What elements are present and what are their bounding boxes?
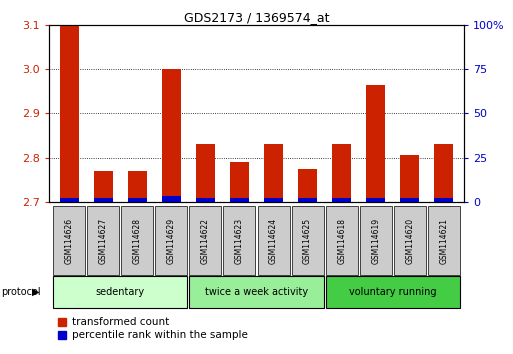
Text: sedentary: sedentary [96, 287, 145, 297]
Bar [94, 198, 112, 202]
Text: ▶: ▶ [32, 287, 40, 297]
Bar [230, 198, 249, 202]
Bar [401, 198, 419, 202]
Text: GSM114627: GSM114627 [98, 218, 108, 264]
Bar [128, 171, 147, 202]
Text: GSM114623: GSM114623 [235, 218, 244, 264]
Bar [196, 144, 215, 202]
Text: GSM114621: GSM114621 [439, 218, 448, 264]
Bar [298, 169, 317, 202]
Bar [162, 196, 181, 202]
Text: GSM114629: GSM114629 [167, 218, 176, 264]
FancyBboxPatch shape [189, 206, 222, 275]
Bar [435, 144, 453, 202]
Bar [366, 85, 385, 202]
FancyBboxPatch shape [291, 206, 324, 275]
FancyBboxPatch shape [326, 276, 460, 308]
FancyBboxPatch shape [224, 206, 255, 275]
FancyBboxPatch shape [53, 206, 85, 275]
Bar [366, 198, 385, 202]
Bar [162, 69, 181, 202]
Bar [128, 198, 147, 202]
Bar [230, 162, 249, 202]
FancyBboxPatch shape [326, 206, 358, 275]
Text: voluntary running: voluntary running [349, 287, 437, 297]
FancyBboxPatch shape [53, 276, 187, 308]
Legend: transformed count, percentile rank within the sample: transformed count, percentile rank withi… [54, 313, 252, 345]
Text: GSM114626: GSM114626 [65, 218, 74, 264]
Text: GSM114620: GSM114620 [405, 218, 415, 264]
Text: twice a week activity: twice a week activity [205, 287, 308, 297]
Bar [332, 144, 351, 202]
Bar [60, 198, 78, 202]
Text: GSM114625: GSM114625 [303, 218, 312, 264]
Text: GSM114624: GSM114624 [269, 218, 278, 264]
Title: GDS2173 / 1369574_at: GDS2173 / 1369574_at [184, 11, 329, 24]
Text: protocol: protocol [1, 287, 41, 297]
FancyBboxPatch shape [87, 206, 119, 275]
FancyBboxPatch shape [428, 206, 460, 275]
Bar [94, 171, 112, 202]
Bar [264, 198, 283, 202]
FancyBboxPatch shape [189, 276, 324, 308]
Text: GSM114622: GSM114622 [201, 218, 210, 264]
Bar [196, 198, 215, 202]
Text: GSM114618: GSM114618 [337, 218, 346, 264]
Bar [435, 198, 453, 202]
Bar [401, 155, 419, 202]
FancyBboxPatch shape [155, 206, 187, 275]
FancyBboxPatch shape [360, 206, 392, 275]
FancyBboxPatch shape [394, 206, 426, 275]
Text: GSM114619: GSM114619 [371, 218, 380, 264]
Bar [332, 198, 351, 202]
FancyBboxPatch shape [121, 206, 153, 275]
FancyBboxPatch shape [258, 206, 289, 275]
Bar [298, 198, 317, 202]
Bar [60, 25, 78, 202]
Text: GSM114628: GSM114628 [133, 218, 142, 264]
Bar [264, 144, 283, 202]
